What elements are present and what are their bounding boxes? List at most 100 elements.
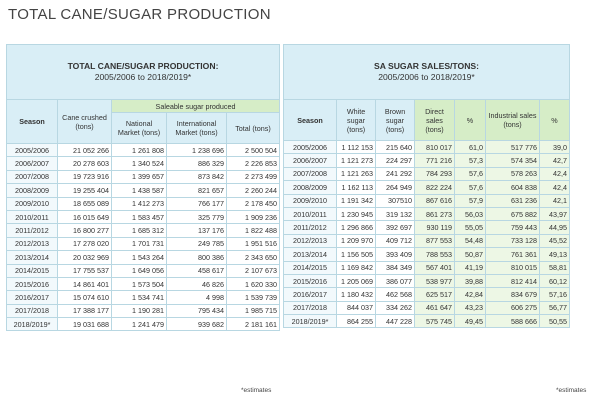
header-industrial-pct: % (539, 99, 570, 141)
right-table-title-line1: SA SUGAR SALES/TONS: (373, 61, 480, 71)
value-cell: 409 712 (375, 233, 415, 249)
season-cell: 2006/2007 (6, 156, 58, 171)
value-cell: 57,3 (454, 153, 486, 168)
right-footnote: *estimates (556, 387, 587, 394)
value-cell: 1 169 842 (336, 260, 376, 275)
cane-production-table: TOTAL CANE/SUGAR PRODUCTION: 2005/2006 t… (6, 44, 280, 332)
table-row: 2007/2008 1 121 263 241 292 784 293 57,6 578 … (283, 166, 570, 182)
value-cell: 224 297 (375, 153, 415, 168)
value-cell: 1 238 696 (166, 142, 227, 158)
value-cell: 1 296 866 (336, 220, 376, 235)
value-cell: 795 434 (166, 303, 227, 319)
value-cell: 45,52 (539, 233, 570, 249)
value-cell: 249 785 (166, 236, 227, 252)
table-row: 2018/2019* 864 255 447 228 575 745 49,45 588 … (283, 314, 570, 329)
value-cell: 1 190 281 (111, 303, 167, 319)
value-cell: 1 412 273 (111, 196, 167, 211)
table-row: 2005/2006 21 052 266 1 261 808 1 238 696 2 5… (6, 142, 280, 158)
sugar-sales-table: SA SUGAR SALES/TONS: 2005/2006 to 2018/2… (283, 44, 570, 329)
value-cell: 810 015 (485, 260, 540, 275)
value-cell: 49,45 (454, 314, 486, 329)
value-cell: 800 386 (166, 250, 227, 265)
value-cell: 2 181 161 (226, 317, 280, 332)
value-cell: 1 121 273 (336, 153, 376, 168)
value-cell: 810 017 (414, 139, 455, 155)
table-row: 2006/2007 1 121 273 224 297 771 216 57,3 574 … (283, 153, 570, 168)
value-cell: 1 985 715 (226, 303, 280, 319)
value-cell: 307510 (375, 193, 415, 208)
season-cell: 2017/2018 (6, 303, 58, 319)
value-cell: 822 224 (414, 180, 455, 195)
value-cell: 334 262 (375, 300, 415, 316)
left-table-title: TOTAL CANE/SUGAR PRODUCTION: 2005/2006 t… (6, 44, 280, 100)
value-cell: 1 543 264 (111, 250, 167, 265)
season-cell: 2011/2012 (283, 220, 337, 235)
season-cell: 2016/2017 (6, 290, 58, 305)
season-cell: 2016/2017 (283, 287, 337, 302)
value-cell: 57,9 (454, 193, 486, 208)
value-cell: 939 682 (166, 317, 227, 332)
value-cell: 19 723 916 (57, 169, 112, 185)
table-row: 2005/2006 1 112 153 215 640 810 017 61,0 517 … (283, 139, 570, 155)
value-cell: 42,7 (539, 153, 570, 168)
value-cell: 50,55 (539, 314, 570, 329)
value-cell: 1 649 056 (111, 263, 167, 278)
value-cell: 15 074 610 (57, 290, 112, 305)
value-cell: 766 177 (166, 196, 227, 211)
season-cell: 2015/2016 (283, 273, 337, 289)
value-cell: 821 657 (166, 183, 227, 198)
table-row: 2008/2009 19 255 404 1 438 587 821 657 2 260… (6, 183, 280, 198)
value-cell: 2 273 499 (226, 169, 280, 185)
value-cell: 788 553 (414, 247, 455, 262)
value-cell: 864 255 (336, 314, 376, 329)
right-table-title-line2: 2005/2006 to 2018/2019* (378, 72, 475, 82)
value-cell: 20 278 603 (57, 156, 112, 171)
value-cell: 1 685 312 (111, 223, 167, 238)
table-row: 2014/2015 17 755 537 1 649 056 458 617 2 107… (6, 263, 280, 278)
value-cell: 1 620 330 (226, 276, 280, 292)
value-cell: 44,95 (539, 220, 570, 235)
value-cell: 2 107 673 (226, 263, 280, 278)
value-cell: 137 176 (166, 223, 227, 238)
season-cell: 2011/2012 (6, 223, 58, 238)
value-cell: 43,23 (454, 300, 486, 316)
value-cell: 1 241 479 (111, 317, 167, 332)
table-row: 2017/2018 17 388 177 1 190 281 795 434 1 985… (6, 303, 280, 319)
value-cell: 2 500 504 (226, 142, 280, 158)
season-cell: 2015/2016 (6, 276, 58, 292)
value-cell: 55,05 (454, 220, 486, 235)
value-cell: 462 568 (375, 287, 415, 302)
value-cell: 17 278 020 (57, 236, 112, 252)
value-cell: 1 909 236 (226, 209, 280, 225)
season-cell: 2008/2009 (283, 180, 337, 195)
value-cell: 1 156 505 (336, 247, 376, 262)
table-row: 2017/2018 844 037 334 262 461 647 43,23 606 2… (283, 300, 570, 316)
table-row: 2010/2011 1 230 945 319 132 861 273 56,03 675… (283, 206, 570, 222)
value-cell: 1 191 342 (336, 193, 376, 208)
value-cell: 733 128 (485, 233, 540, 249)
season-cell: 2012/2013 (6, 236, 58, 252)
value-cell: 625 517 (414, 287, 455, 302)
value-cell: 812 414 (485, 273, 540, 289)
season-cell: 2017/2018 (283, 300, 337, 316)
value-cell: 461 647 (414, 300, 455, 316)
value-cell: 319 132 (375, 206, 415, 222)
header-national-market: National Market (tons) (111, 112, 167, 144)
value-cell: 42,4 (539, 180, 570, 195)
value-cell: 458 617 (166, 263, 227, 278)
value-cell: 386 077 (375, 273, 415, 289)
value-cell: 21 052 266 (57, 142, 112, 158)
value-cell: 241 292 (375, 166, 415, 182)
value-cell: 606 275 (485, 300, 540, 316)
season-cell: 2013/2014 (283, 247, 337, 262)
header-season-r: Season (283, 99, 337, 141)
value-cell: 1 162 113 (336, 180, 376, 195)
table-row: 2006/2007 20 278 603 1 340 524 886 329 2 226… (6, 156, 280, 171)
value-cell: 578 263 (485, 166, 540, 182)
value-cell: 19 255 404 (57, 183, 112, 198)
value-cell: 2 178 450 (226, 196, 280, 211)
value-cell: 17 755 537 (57, 263, 112, 278)
page-title: TOTAL CANE/SUGAR PRODUCTION (8, 6, 271, 23)
value-cell: 1 112 153 (336, 139, 376, 155)
value-cell: 57,6 (454, 166, 486, 182)
